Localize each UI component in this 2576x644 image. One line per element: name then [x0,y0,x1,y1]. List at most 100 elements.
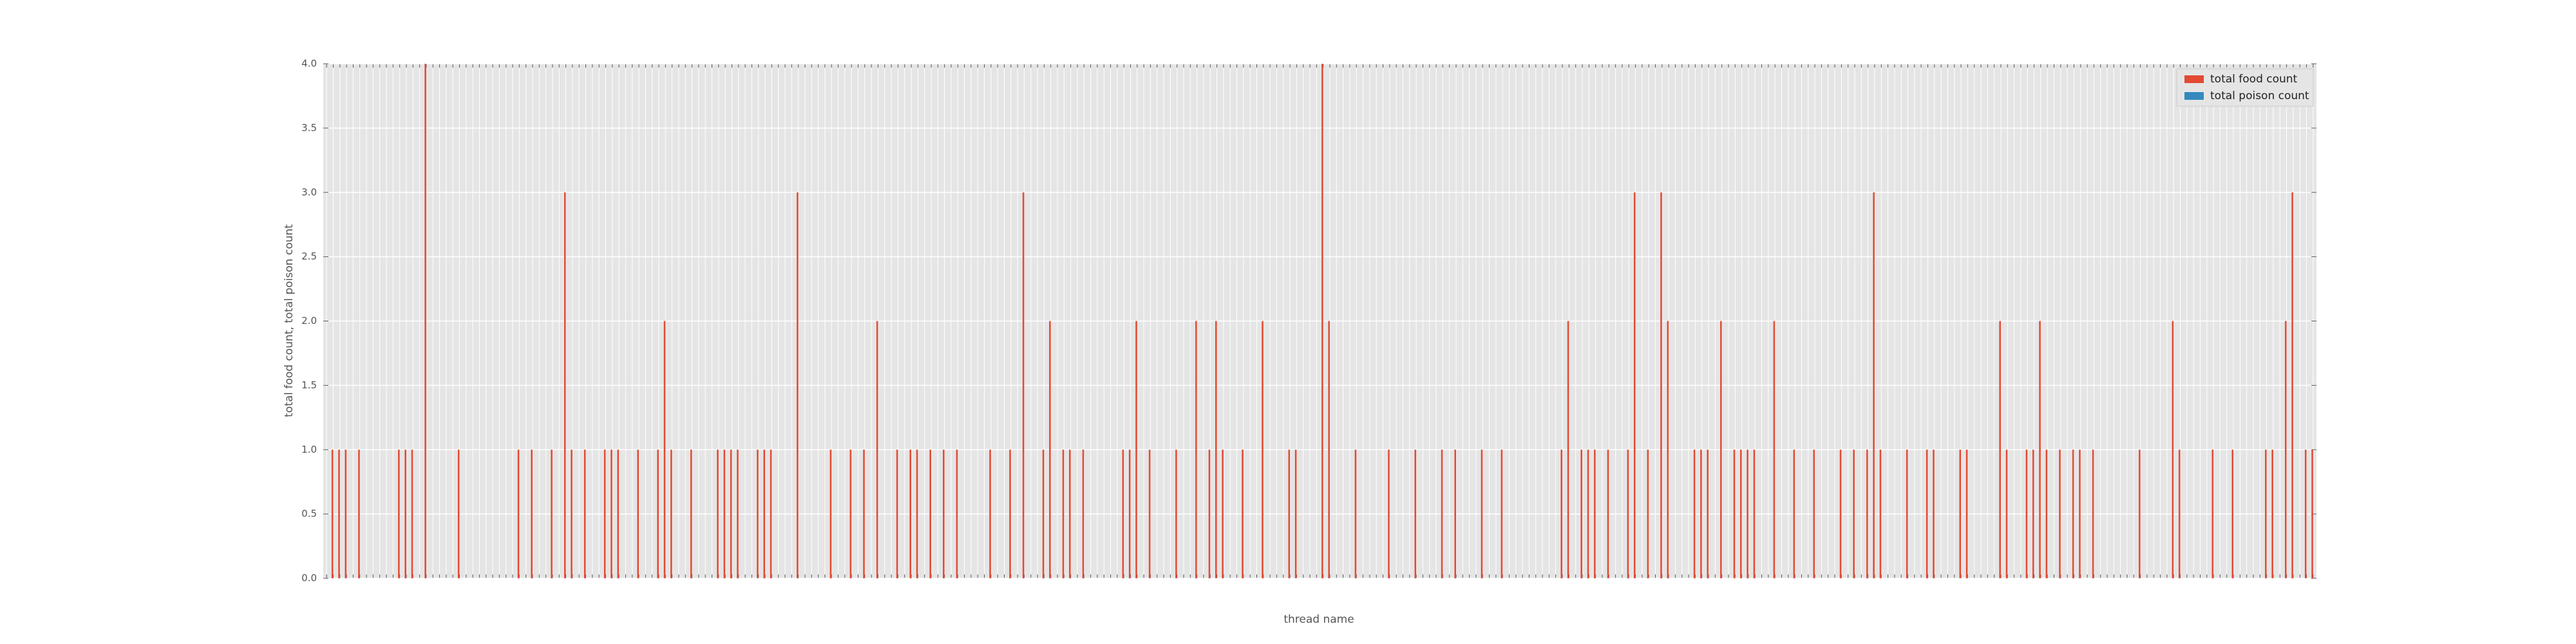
bar [1441,450,1443,578]
bar [404,450,406,578]
bar [757,450,759,578]
bar [670,450,672,578]
bar [876,321,878,578]
bar [943,450,945,578]
bar [398,450,400,578]
bar [849,450,852,578]
bar [2311,450,2313,578]
y-tick-label: 0.0 [301,573,317,584]
bar [1999,321,2001,578]
bar [1321,64,1323,578]
bar [1933,450,1935,578]
bar [909,450,912,578]
legend-swatch [2184,75,2204,83]
bar [770,450,772,578]
bar [603,450,606,578]
y-tick-label: 4.0 [301,58,317,70]
bar [2211,450,2214,578]
bar [2271,450,2273,578]
bar [723,450,726,578]
bar [829,450,832,578]
bar [1009,450,1011,578]
bar [1222,450,1224,578]
bar [1587,450,1589,578]
bar [1607,450,1609,578]
bar [1082,450,1084,578]
x-axis-label: thread name [1283,613,1354,626]
bar [1049,321,1051,578]
bar [1627,450,1629,578]
y-tick-label: 0.5 [301,508,317,520]
bar [1633,192,1636,578]
y-axis-label: total food count, total poison count [283,224,296,417]
bar [2231,450,2234,578]
bar [797,192,799,578]
bar [571,450,573,578]
bar [1873,192,1875,578]
bar [2045,450,2048,578]
bar [1128,450,1131,578]
y-tick-label: 3.5 [301,122,317,133]
bar [2172,321,2174,578]
bar [2059,450,2061,578]
bar [2139,450,2141,578]
bar [1069,450,1071,578]
bar [929,450,931,578]
bar [1926,450,1928,578]
bar [1660,192,1662,578]
bar [1753,450,1756,578]
bar [1773,321,1776,578]
y-tick-label: 3.0 [301,186,317,198]
bar [2072,450,2074,578]
bar [989,450,991,578]
bar [358,450,360,578]
bar [1906,450,1908,578]
bar [1148,450,1151,578]
bar [2265,450,2267,578]
bar [1839,450,1842,578]
bar [331,450,334,578]
bar [1959,450,1962,578]
bar [2005,450,2008,578]
bar [1740,450,1742,578]
bar [2284,321,2287,578]
bar [1853,450,1855,578]
bar [1720,321,1722,578]
bar [2032,450,2034,578]
y-tick-label: 2.0 [301,315,317,327]
bar [1388,450,1390,578]
bar [1062,450,1065,578]
bar [1414,450,1417,578]
y-tick-label: 1.0 [301,444,317,455]
bar [1707,450,1709,578]
bar [1667,321,1669,578]
legend-label: total poison count [2210,90,2309,102]
bar [1354,450,1357,578]
bar [1481,450,1483,578]
bar [1693,450,1696,578]
bar [531,450,533,578]
bar [1879,450,1882,578]
legend-swatch [2184,92,2204,100]
bar [1208,450,1211,578]
bar [1042,450,1045,578]
bar [896,450,898,578]
bar [617,450,620,578]
bar [1866,450,1868,578]
bar [583,450,586,578]
bar [1328,321,1330,578]
bar [1560,450,1563,578]
bar [2025,450,2028,578]
bar [345,450,347,578]
legend-label: total food count [2210,73,2298,86]
bar [1288,450,1291,578]
bar [1567,321,1569,578]
bar [2092,450,2094,578]
bar [1215,321,1217,578]
bar [457,450,460,578]
bar [690,450,692,578]
bar [1965,450,1968,578]
legend-box [2176,68,2314,107]
bar [551,450,553,578]
